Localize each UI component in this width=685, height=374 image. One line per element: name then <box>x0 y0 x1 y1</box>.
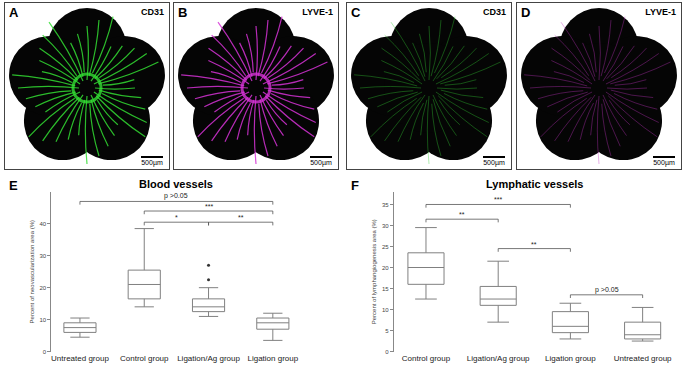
svg-text:15: 15 <box>382 286 389 292</box>
svg-text:25: 25 <box>382 244 389 250</box>
svg-text:**: ** <box>531 241 537 248</box>
svg-text:Ligation/Ag group: Ligation/Ag group <box>467 354 530 363</box>
html-text:B: B <box>178 5 188 20</box>
svg-text:F: F <box>351 178 359 193</box>
html-text:C: C <box>351 5 361 20</box>
svg-text:Percent of neovascularization: Percent of neovascularization area (%) <box>29 220 35 323</box>
svg-text:Control group: Control group <box>402 354 451 363</box>
svg-text:p >0.05: p >0.05 <box>164 192 188 200</box>
svg-text:0: 0 <box>385 349 389 355</box>
svg-text:20: 20 <box>382 265 389 271</box>
svg-text:20: 20 <box>39 285 46 291</box>
html-text:LYVE-1: LYVE-1 <box>645 7 676 17</box>
svg-text:30: 30 <box>39 253 46 259</box>
html-text:CD31: CD31 <box>483 7 506 17</box>
html-text:D: D <box>521 5 531 20</box>
svg-text:Ligation group: Ligation group <box>545 354 596 363</box>
svg-text:5: 5 <box>385 328 389 334</box>
html-text:500µm: 500µm <box>141 159 163 166</box>
svg-text:Lymphatic vessels: Lymphatic vessels <box>486 178 583 190</box>
svg-text:0: 0 <box>43 349 47 355</box>
html-text:CD31: CD31 <box>141 7 164 17</box>
svg-text:Untreated group: Untreated group <box>51 354 109 363</box>
svg-text:*: * <box>175 214 178 221</box>
svg-text:Percent of lymphangiogenesis a: Percent of lymphangiogenesis area (%) <box>371 219 377 324</box>
svg-text:***: *** <box>494 196 502 203</box>
svg-text:Untreated group: Untreated group <box>614 354 672 363</box>
svg-text:10: 10 <box>382 307 389 313</box>
svg-text:Ligation group: Ligation group <box>247 354 298 363</box>
svg-text:**: ** <box>238 214 244 221</box>
svg-text:p >0.05: p >0.05 <box>595 286 619 294</box>
svg-text:Blood vessels: Blood vessels <box>139 178 213 190</box>
html-text:500µm: 500µm <box>483 159 505 166</box>
html-text:A: A <box>9 5 19 20</box>
svg-text:***: *** <box>205 203 213 210</box>
svg-text:40: 40 <box>39 221 46 227</box>
svg-text:30: 30 <box>382 223 389 229</box>
svg-text:35: 35 <box>382 202 389 208</box>
svg-text:E: E <box>9 178 18 193</box>
html-text:500µm: 500µm <box>310 159 332 166</box>
svg-text:10: 10 <box>39 317 46 323</box>
svg-text:**: ** <box>459 211 465 218</box>
svg-text:Control group: Control group <box>120 354 169 363</box>
svg-text:Ligation/Ag group: Ligation/Ag group <box>177 354 240 363</box>
html-text:LYVE-1: LYVE-1 <box>302 7 333 17</box>
html-text:500µm: 500µm <box>653 159 675 166</box>
